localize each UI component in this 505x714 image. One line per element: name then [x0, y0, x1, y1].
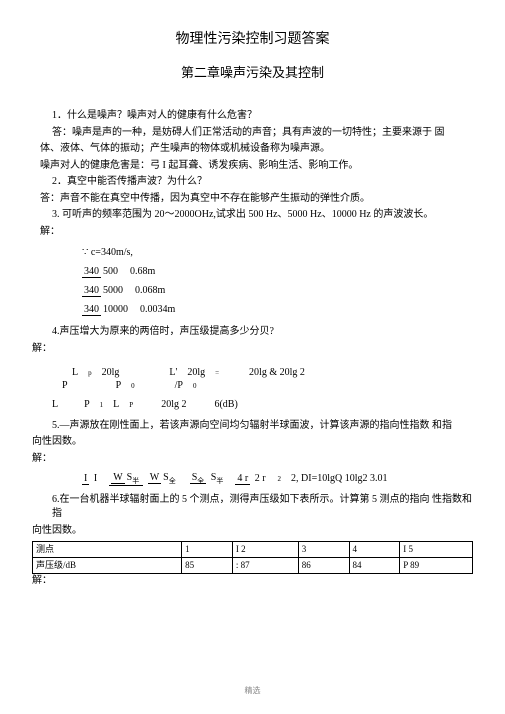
table-cell: : 87 [232, 558, 298, 574]
table-cell: 3 [298, 542, 349, 558]
table-cell: 84 [349, 558, 400, 574]
formula-4b: P P0 /P0 [62, 379, 473, 394]
table-cell: 85 [182, 558, 233, 574]
table-cell: P 89 [400, 558, 473, 574]
table-cell: I 5 [400, 542, 473, 558]
answer-1-line3: 噪声对人的健康危害是：弓 I 起耳聋、诱发疾病、影响生活、影响工作。 [32, 159, 473, 174]
solve-6-label: 解： [32, 574, 473, 589]
table-cell: 1 [182, 542, 233, 558]
doc-title: 物理性污染控制习题答案 [32, 30, 473, 50]
question-5b: 向性因数。 [32, 435, 473, 450]
chapter-title: 第二章噪声污染及其控制 [32, 64, 473, 83]
question-5: 5.—声源放在刚性面上，若该声源向空间均匀辐射半球面波，计算该声源的指向性指数 … [32, 419, 473, 434]
data-table: 测点 1 I 2 3 4 I 5 声压级/dB 85 : 87 86 84 P … [32, 541, 473, 574]
answer-2: 答：声音不能在真空中传播，因为真空中不存在能够产生振动的弹性介质。 [32, 192, 473, 207]
solve-5-label: 解： [32, 452, 473, 467]
question-3: 3. 可听声的频率范围为 20～2000OHz,试求出 500 Hz、5000 … [32, 208, 473, 223]
solve-3-label: 解： [32, 225, 473, 240]
page-footer: 精选 [0, 685, 505, 696]
question-4: 4.声压增大为原来的两倍时，声压级提高多少分贝? [32, 325, 473, 340]
formula-4c: L P 1 L P 20lg 2 6(dB) [52, 398, 473, 413]
question-6b: 向性因数。 [32, 524, 473, 539]
answer-1-line2: 体、液体、气体的振动；产生噪声的物体或机械设备称为噪声源。 [32, 142, 473, 157]
table-cell: 声压级/dB [33, 558, 182, 574]
table-row: 声压级/dB 85 : 87 86 84 P 89 [33, 558, 473, 574]
solve-4-label: 解： [32, 342, 473, 357]
question-2: 2．真空中能否传播声波？为什么？ [32, 175, 473, 190]
table-cell: 测点 [33, 542, 182, 558]
formula-5: I I WS半 WS全 S全 S半 4 r 2 r 2 2, DI=10lgQ … [82, 472, 473, 487]
question-6: 6.在一台机器半球辐射面上的 5 个测点，测得声压级如下表所示。计算第 5 测点… [32, 493, 473, 522]
question-1: 1．什么是噪声？噪声对人的健康有什么危害？ [32, 109, 473, 124]
c-value: ∵ c=340m/s, [82, 243, 473, 262]
table-cell: 86 [298, 558, 349, 574]
table-cell: 4 [349, 542, 400, 558]
calc-row-2: 3405000 0.068m [82, 281, 473, 300]
answer-1-line1: 答：噪声是声的一种，是妨碍人们正常活动的声音；具有声波的一切特性；主要来源于 固 [32, 126, 473, 141]
table-cell: I 2 [232, 542, 298, 558]
table-row: 测点 1 I 2 3 4 I 5 [33, 542, 473, 558]
calc-block-3: ∵ c=340m/s, 340500 0.68m 3405000 0.068m … [82, 243, 473, 319]
calc-row-3: 34010000 0.0034m [82, 300, 473, 319]
calc-row-1: 340500 0.68m [82, 262, 473, 281]
